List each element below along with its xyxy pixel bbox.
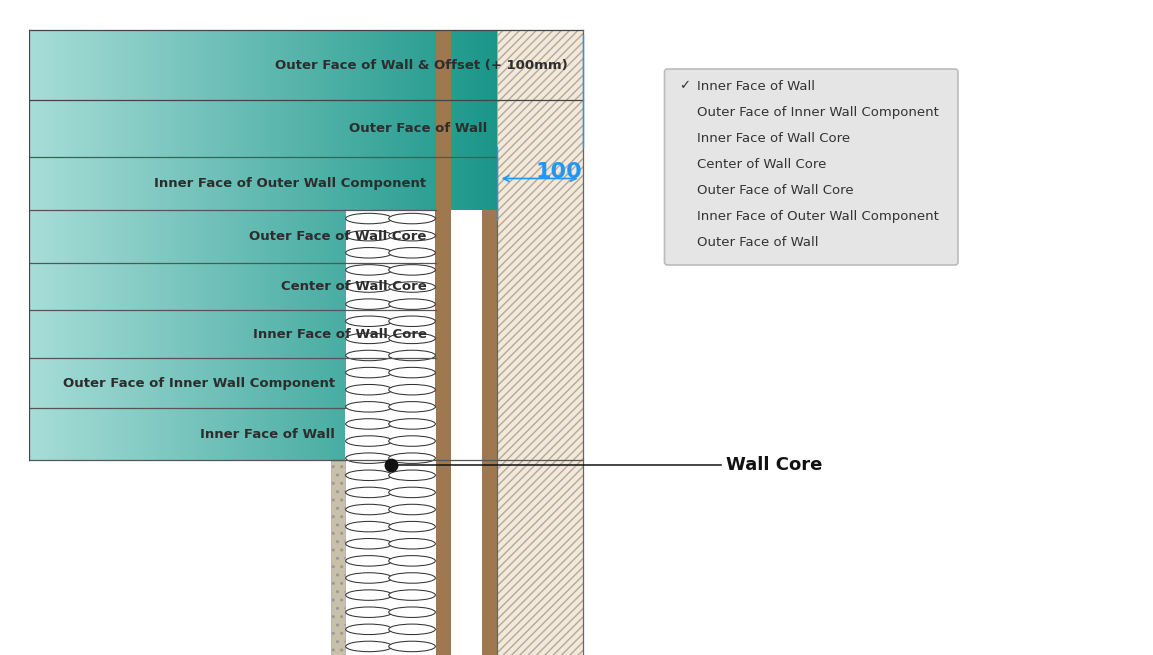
Text: Outer Face of Wall Core: Outer Face of Wall Core xyxy=(696,183,853,196)
Polygon shape xyxy=(331,460,345,655)
Text: Inner Face of Outer Wall Component: Inner Face of Outer Wall Component xyxy=(696,210,939,223)
Text: Outer Face of Wall & Offset (+ 100mm): Outer Face of Wall & Offset (+ 100mm) xyxy=(276,58,568,71)
Ellipse shape xyxy=(346,231,392,241)
Polygon shape xyxy=(497,157,582,655)
Text: Wall Core: Wall Core xyxy=(726,456,822,474)
Ellipse shape xyxy=(389,641,436,652)
Ellipse shape xyxy=(346,607,392,618)
Ellipse shape xyxy=(346,248,392,258)
Polygon shape xyxy=(436,30,451,655)
Ellipse shape xyxy=(389,265,436,275)
Text: Inner Face of Wall: Inner Face of Wall xyxy=(201,428,334,441)
Ellipse shape xyxy=(389,607,436,618)
Polygon shape xyxy=(345,408,436,655)
Ellipse shape xyxy=(389,231,436,241)
Polygon shape xyxy=(346,210,436,655)
Ellipse shape xyxy=(389,538,436,549)
Ellipse shape xyxy=(389,521,436,532)
Polygon shape xyxy=(29,460,345,655)
Text: Center of Wall Core: Center of Wall Core xyxy=(696,158,826,170)
Ellipse shape xyxy=(346,572,392,583)
Ellipse shape xyxy=(346,299,392,309)
Text: Outer Face of Wall: Outer Face of Wall xyxy=(349,122,487,135)
Ellipse shape xyxy=(389,555,436,566)
Ellipse shape xyxy=(346,624,392,635)
Ellipse shape xyxy=(346,419,392,429)
Ellipse shape xyxy=(389,419,436,429)
Ellipse shape xyxy=(346,504,392,515)
Ellipse shape xyxy=(389,453,436,463)
Ellipse shape xyxy=(346,555,392,566)
Ellipse shape xyxy=(346,641,392,652)
Polygon shape xyxy=(482,210,497,655)
Text: Inner Face of Outer Wall Component: Inner Face of Outer Wall Component xyxy=(155,177,427,190)
Ellipse shape xyxy=(389,350,436,361)
Ellipse shape xyxy=(346,538,392,549)
Text: ✓: ✓ xyxy=(679,79,691,92)
Ellipse shape xyxy=(389,333,436,344)
Text: Inner Face of Wall Core: Inner Face of Wall Core xyxy=(253,328,427,341)
Ellipse shape xyxy=(389,282,436,292)
Ellipse shape xyxy=(389,590,436,601)
Text: 100: 100 xyxy=(536,162,582,182)
Ellipse shape xyxy=(389,504,436,515)
Ellipse shape xyxy=(346,367,392,378)
Ellipse shape xyxy=(389,316,436,326)
Ellipse shape xyxy=(346,590,392,601)
Ellipse shape xyxy=(389,402,436,412)
Text: Inner Face of Wall: Inner Face of Wall xyxy=(696,79,815,92)
Ellipse shape xyxy=(346,333,392,344)
Ellipse shape xyxy=(389,299,436,309)
Text: Inner Face of Wall Core: Inner Face of Wall Core xyxy=(696,132,850,145)
Ellipse shape xyxy=(389,470,436,481)
Ellipse shape xyxy=(389,572,436,583)
Ellipse shape xyxy=(389,487,436,498)
Polygon shape xyxy=(436,210,497,655)
Ellipse shape xyxy=(389,384,436,395)
Polygon shape xyxy=(29,0,582,30)
Ellipse shape xyxy=(346,214,392,224)
FancyBboxPatch shape xyxy=(664,69,958,265)
Ellipse shape xyxy=(389,214,436,224)
Text: Center of Wall Core: Center of Wall Core xyxy=(281,280,427,293)
Polygon shape xyxy=(497,30,582,655)
Ellipse shape xyxy=(346,470,392,481)
Ellipse shape xyxy=(346,453,392,463)
Ellipse shape xyxy=(346,316,392,326)
Text: Outer Face of Inner Wall Component: Outer Face of Inner Wall Component xyxy=(62,377,334,390)
Ellipse shape xyxy=(346,402,392,412)
Ellipse shape xyxy=(346,350,392,361)
Ellipse shape xyxy=(389,367,436,378)
Ellipse shape xyxy=(389,436,436,446)
Ellipse shape xyxy=(346,265,392,275)
Ellipse shape xyxy=(346,436,392,446)
Ellipse shape xyxy=(389,248,436,258)
Text: Outer Face of Wall: Outer Face of Wall xyxy=(696,236,819,249)
Ellipse shape xyxy=(346,487,392,498)
Ellipse shape xyxy=(346,521,392,532)
Ellipse shape xyxy=(346,282,392,292)
Text: Outer Face of Inner Wall Component: Outer Face of Inner Wall Component xyxy=(696,105,939,119)
Text: Outer Face of Wall Core: Outer Face of Wall Core xyxy=(249,230,427,243)
Polygon shape xyxy=(582,0,1153,655)
Ellipse shape xyxy=(389,624,436,635)
Ellipse shape xyxy=(346,384,392,395)
